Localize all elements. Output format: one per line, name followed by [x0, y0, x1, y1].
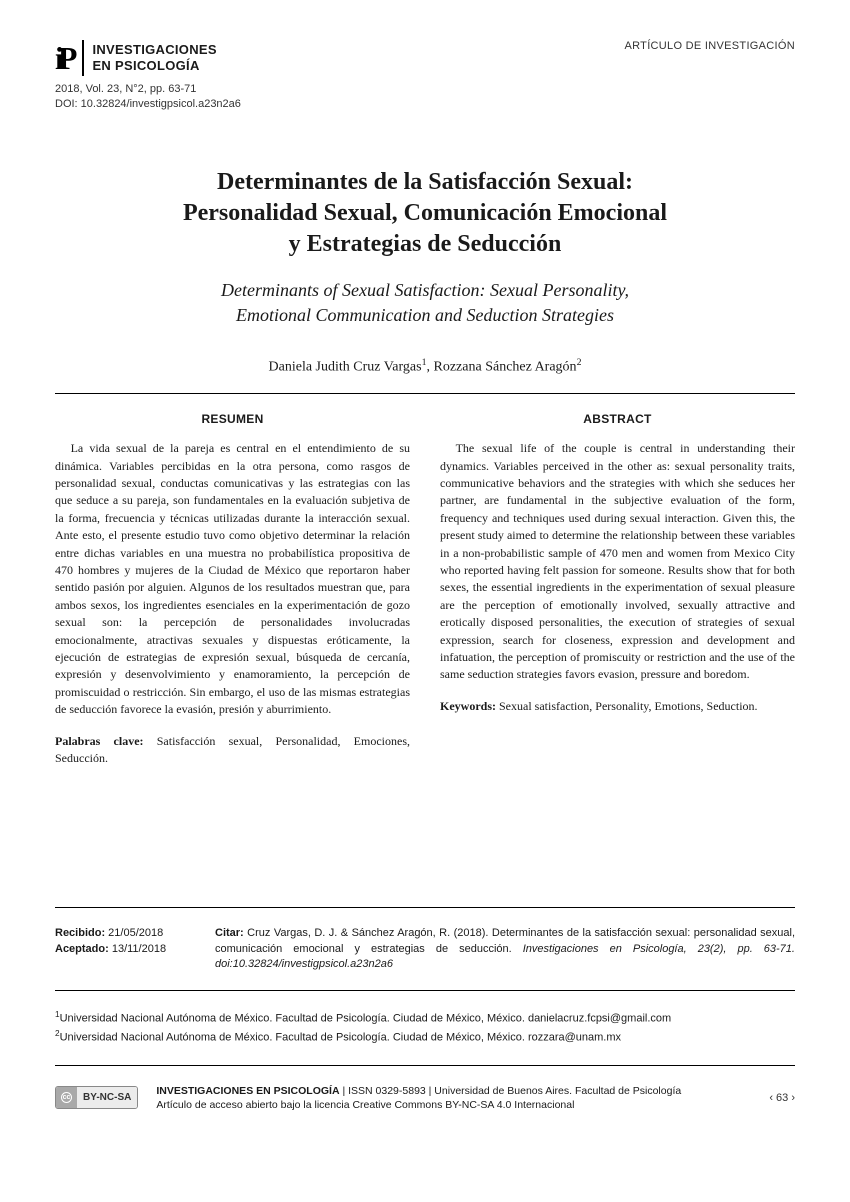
citar-label: Citar: — [215, 927, 247, 939]
rule-footer-1 — [55, 907, 795, 908]
cc-badge-left: cc — [56, 1087, 77, 1108]
journal-header-left: iP INVESTIGACIONES EN PSICOLOGÍA 2018, V… — [55, 40, 241, 112]
keywords-label: Keywords: — [440, 699, 496, 713]
dates: Recibido: 21/05/2018 Aceptado: 13/11/201… — [55, 926, 195, 972]
title-es: Determinantes de la Satisfacción Sexual:… — [55, 167, 795, 261]
affiliations: 1Universidad Nacional Autónoma de México… — [55, 1009, 795, 1046]
title-en-line2: Emotional Communication and Seduction St… — [55, 303, 795, 328]
abstract-en: ABSTRACT The sexual life of the couple i… — [440, 412, 795, 767]
recibido-date: 21/05/2018 — [105, 927, 163, 939]
page-number: ‹ 63 › — [769, 1092, 795, 1104]
title-es-line3: y Estrategias de Seducción — [55, 229, 795, 260]
journal-name-line1: INVESTIGACIONES — [92, 42, 216, 58]
journal-logo-block: iP INVESTIGACIONES EN PSICOLOGÍA — [55, 40, 241, 76]
volume-line: 2018, Vol. 23, N°2, pp. 63-71 — [55, 82, 241, 97]
palabras-clave-label: Palabras clave: — [55, 734, 144, 748]
cc-badge-icon: cc BY-NC-SA — [55, 1086, 138, 1109]
license-line-1: INVESTIGACIONES EN PSICOLOGÍA | ISSN 032… — [156, 1084, 751, 1098]
resumen-heading: RESUMEN — [55, 412, 410, 426]
cc-circle-icon: cc — [61, 1092, 72, 1103]
resumen-body: La vida sexual de la pareja es central e… — [55, 440, 410, 718]
abstract-body: The sexual life of the couple is central… — [440, 440, 795, 683]
logo-divider — [82, 40, 84, 76]
license-row: cc BY-NC-SA INVESTIGACIONES EN PSICOLOGÍ… — [55, 1084, 795, 1112]
palabras-clave: Palabras clave: Satisfacción sexual, Per… — [55, 733, 410, 768]
abstract-columns: RESUMEN La vida sexual de la pareja es c… — [55, 412, 795, 767]
citation-meta: 2018, Vol. 23, N°2, pp. 63-71 DOI: 10.32… — [55, 82, 241, 112]
doi-line: DOI: 10.32824/investigpsicol.a23n2a6 — [55, 97, 241, 112]
citar-journal: Investigaciones en Psicología — [523, 943, 684, 955]
journal-name: INVESTIGACIONES EN PSICOLOGÍA — [92, 42, 216, 73]
author-2-sup: 2 — [577, 357, 582, 368]
rule-footer-2 — [55, 990, 795, 991]
dates-citation-row: Recibido: 21/05/2018 Aceptado: 13/11/201… — [55, 926, 795, 972]
keywords: Keywords: Sexual satisfaction, Personali… — [440, 698, 795, 715]
license-journal: INVESTIGACIONES EN PSICOLOGÍA — [156, 1085, 339, 1097]
citation: Citar: Cruz Vargas, D. J. & Sánchez Arag… — [215, 926, 795, 972]
authors: Daniela Judith Cruz Vargas1, Rozzana Sán… — [55, 357, 795, 376]
author-sep: , — [427, 359, 434, 374]
license-line-2: Artículo de acceso abierto bajo la licen… — [156, 1098, 751, 1112]
license-issn: | ISSN 0329-5893 | Universidad de Buenos… — [340, 1085, 682, 1097]
recibido-label: Recibido: — [55, 927, 105, 939]
title-en: Determinants of Sexual Satisfaction: Sex… — [55, 278, 795, 328]
affiliation-1: 1Universidad Nacional Autónoma de México… — [55, 1009, 795, 1028]
keywords-text: Sexual satisfaction, Personality, Emotio… — [496, 699, 758, 713]
affil2-text: Universidad Nacional Autónoma de México.… — [60, 1032, 621, 1044]
title-es-line1: Determinantes de la Satisfacción Sexual: — [55, 167, 795, 198]
abstract-heading: ABSTRACT — [440, 412, 795, 426]
author-2: Rozzana Sánchez Aragón — [434, 359, 577, 374]
journal-name-line2: EN PSICOLOGÍA — [92, 58, 216, 74]
rule-top — [55, 393, 795, 394]
rule-footer-3 — [55, 1065, 795, 1066]
affiliation-2: 2Universidad Nacional Autónoma de México… — [55, 1028, 795, 1047]
title-block: Determinantes de la Satisfacción Sexual:… — [55, 167, 795, 329]
aceptado-date: 13/11/2018 — [109, 943, 166, 955]
recibido: Recibido: 21/05/2018 — [55, 926, 195, 941]
title-en-line1: Determinants of Sexual Satisfaction: Sex… — [55, 278, 795, 303]
author-1: Daniela Judith Cruz Vargas — [269, 359, 422, 374]
abstract-es: RESUMEN La vida sexual de la pareja es c… — [55, 412, 410, 767]
affil1-text: Universidad Nacional Autónoma de México.… — [60, 1013, 672, 1025]
aceptado-label: Aceptado: — [55, 943, 109, 955]
aceptado: Aceptado: 13/11/2018 — [55, 942, 195, 957]
journal-logo-icon: iP — [55, 44, 74, 73]
header-row: iP INVESTIGACIONES EN PSICOLOGÍA 2018, V… — [55, 40, 795, 112]
license-text: INVESTIGACIONES EN PSICOLOGÍA | ISSN 032… — [156, 1084, 751, 1112]
article-type: ARTÍCULO DE INVESTIGACIÓN — [625, 40, 796, 52]
title-es-line2: Personalidad Sexual, Comunicación Emocio… — [55, 198, 795, 229]
cc-badge-text: BY-NC-SA — [77, 1087, 137, 1108]
footer-block: Recibido: 21/05/2018 Aceptado: 13/11/201… — [55, 907, 795, 1112]
